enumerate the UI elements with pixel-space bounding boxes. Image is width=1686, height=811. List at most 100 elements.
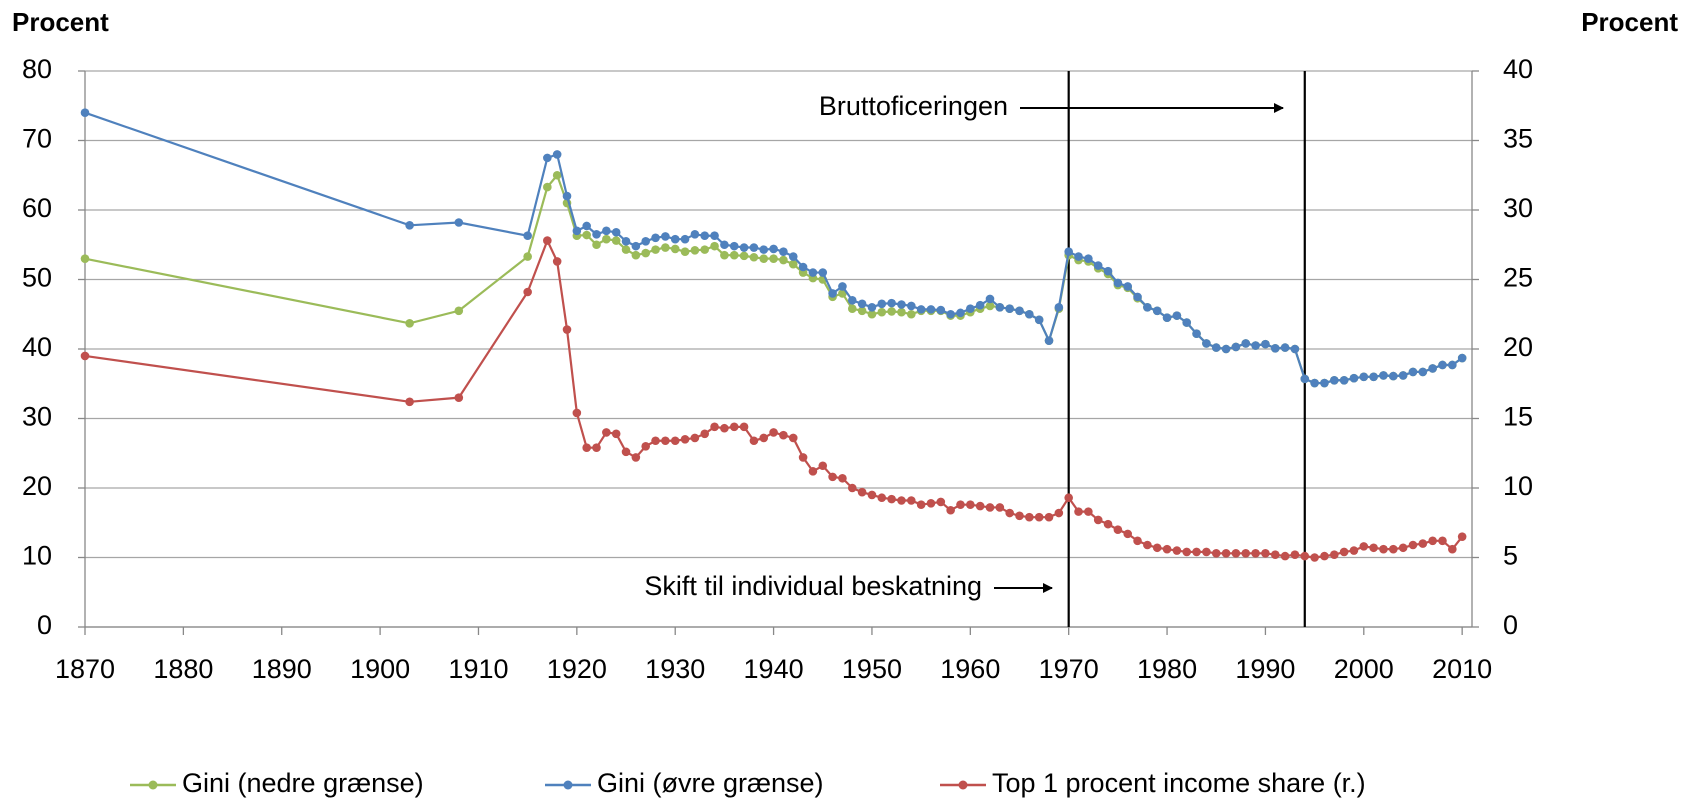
data-point [1231,549,1241,558]
data-point [1034,512,1044,522]
data-point [1113,525,1123,534]
data-point [1349,373,1359,383]
data-point [690,433,700,443]
data-point [1300,374,1310,384]
data-point [897,307,906,317]
y-tick-label: 40 [22,332,52,362]
annotation-text: Bruttoficeringen [819,91,1008,121]
data-point [1162,544,1172,554]
data-point [966,304,975,313]
data-point [926,498,936,508]
data-point [631,241,641,251]
data-point [1152,543,1162,553]
data-point [916,305,926,314]
data-point [1457,532,1467,541]
data-point [611,236,621,245]
data-point [523,252,532,261]
data-point [877,493,887,503]
data-point [946,505,955,515]
data-point [552,170,562,180]
y2-tick-label: 30 [1503,193,1533,223]
data-point [1192,329,1201,339]
data-point [887,307,896,316]
data-point [1290,550,1300,560]
series-line [84,237,1464,559]
data-point [1448,360,1457,370]
legend-marker [148,780,158,790]
x-tick-label: 2000 [1334,654,1394,684]
data-point [1389,371,1398,381]
data-point [1005,508,1014,518]
data-point [1084,507,1093,516]
data-point [710,422,719,432]
data-point [1093,261,1103,270]
data-point [906,496,916,505]
data-point [798,453,808,462]
data-point [1221,344,1231,354]
data-point [405,397,414,407]
data-point [749,252,759,262]
data-point [1448,544,1457,554]
data-point [720,423,729,433]
y-axis-label: Procent [12,7,109,37]
data-point [572,226,582,236]
data-point [1339,547,1349,557]
data-point [847,483,857,493]
y2-tick-label: 0 [1503,610,1518,640]
data-point [611,429,621,439]
data-point [631,453,641,462]
data-point [1211,343,1221,352]
data-point [1015,511,1024,521]
data-point [1015,306,1024,316]
data-point [1113,278,1123,288]
data-point [1202,547,1211,557]
data-point [454,306,464,316]
data-point [680,247,690,256]
data-point [956,308,965,318]
data-point [906,309,916,319]
data-point [562,325,572,334]
data-point [729,241,739,251]
data-point [769,428,778,437]
data-point [995,303,1005,312]
data-point [857,306,867,316]
legend-label: Gini (øvre grænse) [597,768,824,798]
data-point [1359,372,1369,382]
data-point [1054,303,1064,312]
data-point [543,236,552,245]
data-point [1211,549,1221,558]
data-point [680,435,690,444]
data-point [1152,306,1162,316]
data-point [572,408,582,418]
data-point [700,429,710,439]
data-point [1329,550,1339,560]
data-point [897,300,906,309]
data-point [1044,512,1054,522]
data-point [1428,536,1437,546]
data-point [739,422,749,432]
data-point [80,254,90,263]
data-point [621,245,631,254]
data-point [1251,549,1260,558]
data-point [543,153,552,163]
data-point [788,433,798,443]
data-point [1310,553,1319,562]
data-point [916,500,926,509]
data-point [975,300,985,310]
data-point [828,472,837,482]
data-point [592,443,601,452]
data-point [749,436,759,446]
data-point [769,244,778,254]
data-point [739,243,749,252]
y2-tick-label: 5 [1503,541,1518,571]
data-point [985,503,995,512]
data-point [1408,540,1418,550]
data-point [936,497,946,507]
y2-tick-label: 10 [1503,471,1533,501]
data-point [788,259,798,269]
data-point [1349,546,1359,555]
data-point [1457,353,1467,363]
data-point [926,305,936,314]
data-point [454,393,464,402]
